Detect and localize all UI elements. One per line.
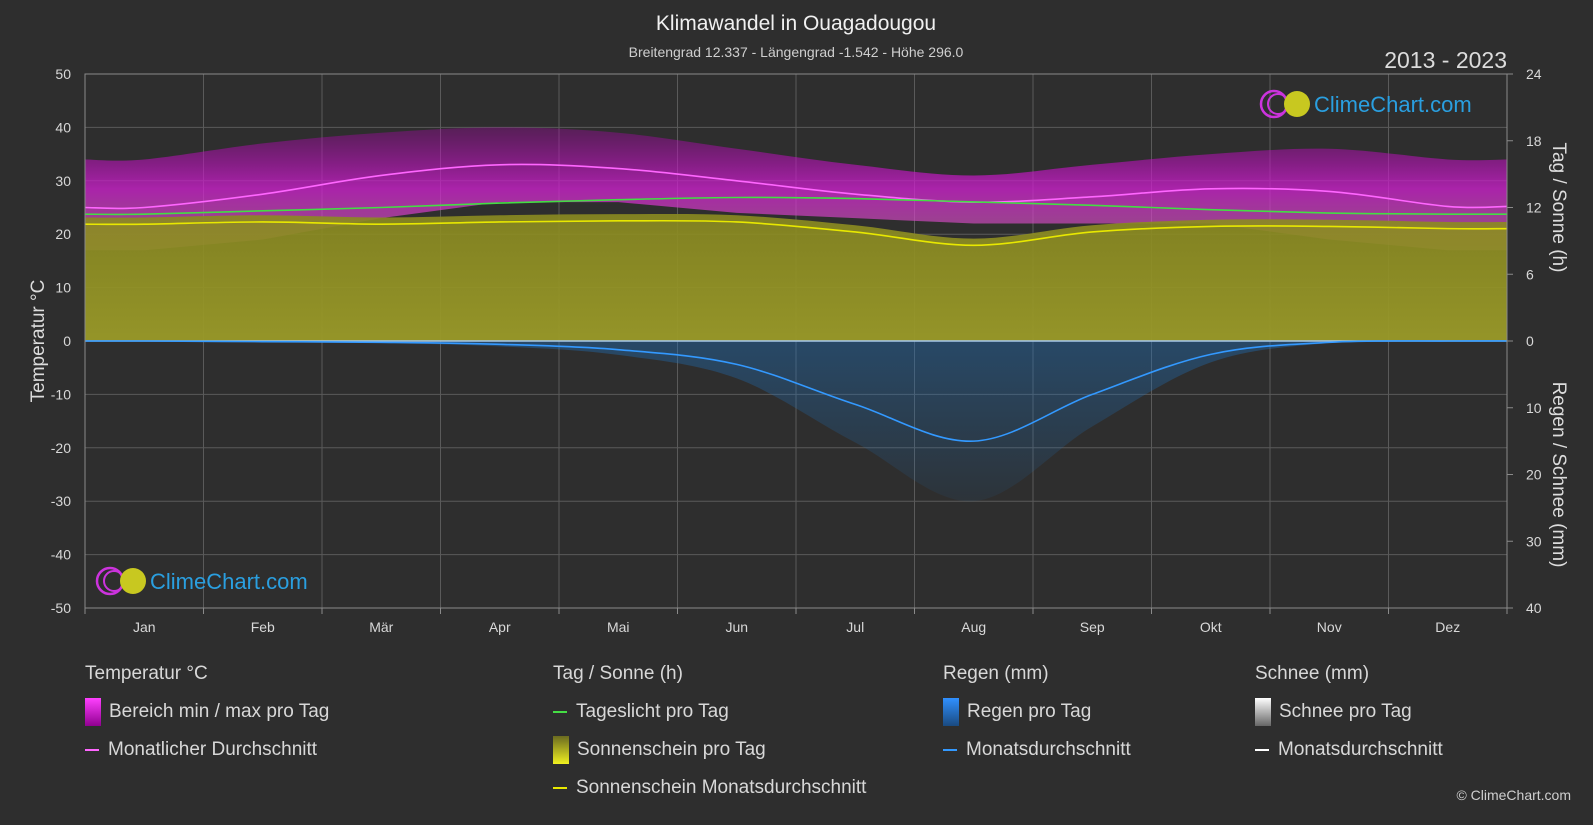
chart-subtitle: Breitengrad 12.337 - Längengrad -1.542 -… (629, 44, 964, 60)
left-tick-label: -10 (51, 386, 71, 402)
month-label: Jun (725, 619, 748, 635)
legend-swatch (553, 711, 567, 713)
left-tick-label: -20 (51, 440, 71, 456)
left-tick-label: 0 (63, 333, 71, 349)
legend-swatch (1255, 698, 1271, 726)
month-label: Mär (369, 619, 393, 635)
legend-group-title: Temperatur °C (85, 663, 208, 684)
copyright: © ClimeChart.com (1456, 787, 1571, 803)
climechart-logo-icon (1259, 89, 1310, 119)
month-label: Aug (961, 619, 986, 635)
legend-item: Sonnenschein pro Tag (553, 736, 866, 764)
sunshine-area (85, 214, 1507, 341)
legend-group-title: Tag / Sonne (h) (553, 663, 683, 684)
climechart-logo-icon (95, 566, 146, 596)
temperature-range-band (85, 127, 1507, 251)
legend-label: Monatsdurchschnitt (966, 739, 1131, 760)
period-label: 2013 - 2023 (1384, 47, 1507, 73)
temperature-average-line (84, 163, 1508, 210)
rain-average-line (84, 340, 1508, 442)
daylight-line (84, 196, 1508, 216)
legend-group-title: Regen (mm) (943, 663, 1049, 684)
right-tick-label: 0 (1526, 333, 1534, 349)
rain-area-fill (85, 340, 1507, 502)
left-tick-label: 50 (55, 66, 71, 82)
month-label: Jan (133, 619, 156, 635)
legend-item: Schnee pro Tag (1255, 698, 1443, 726)
right-tick-label: 18 (1526, 133, 1542, 149)
sunshine-area-fill (85, 214, 1507, 341)
left-tick-label: 30 (55, 173, 71, 189)
right-tick-label: 20 (1526, 467, 1542, 483)
month-label: Jul (846, 619, 864, 635)
watermark-text: ClimeChart.com (150, 569, 308, 594)
sunshine-average-line (84, 219, 1508, 247)
right-tick-label: 40 (1526, 600, 1542, 616)
month-label: Okt (1200, 619, 1222, 635)
axes: 50 40 30 20 10 0 -10 -20 -30 -40 -50 24 18 12 6 0 10 20 30… (28, 66, 1569, 635)
right-tick-label: 30 (1526, 533, 1542, 549)
rain-area (85, 340, 1507, 502)
legend-label: Tageslicht pro Tag (576, 701, 729, 722)
left-tick-label: -30 (51, 493, 71, 509)
month-label: Feb (251, 619, 275, 635)
chart-title: Klimawandel in Ouagadougou (656, 12, 936, 35)
legend-group: Temperatur °C Bereich min / max pro Tag Mo… (85, 663, 329, 775)
legend-item: Monatsdurchschnitt (1255, 737, 1443, 763)
left-tick-label: -40 (51, 547, 71, 563)
watermark-top: ClimeChart.com (1259, 89, 1472, 119)
month-label: Nov (1317, 619, 1342, 635)
legend-item: Monatlicher Durchschnitt (85, 737, 329, 763)
month-label: Sep (1080, 619, 1105, 635)
legend-swatch (85, 698, 101, 726)
month-label: Dez (1435, 619, 1460, 635)
left-tick-label: 20 (55, 226, 71, 242)
legend-item: Monatsdurchschnitt (943, 737, 1131, 763)
right-tick-label: 24 (1526, 66, 1542, 82)
right-top-axis-label: Tag / Sonne (h) (1548, 143, 1569, 273)
month-label: Apr (489, 619, 511, 635)
left-tick-label: -50 (51, 600, 71, 616)
temperature-band (85, 127, 1507, 251)
legend-label: Monatsdurchschnitt (1278, 739, 1443, 760)
legend-swatch (553, 787, 567, 789)
legend-label: Sonnenschein Monatsdurchschnitt (576, 777, 867, 798)
legend-swatch (943, 749, 957, 751)
right-tick-label: 10 (1526, 400, 1542, 416)
legend-item: Bereich min / max pro Tag (85, 698, 330, 726)
legend-item: Sonnenschein Monatsdurchschnitt (553, 775, 866, 801)
legend-swatch (85, 749, 99, 751)
legend-label: Regen pro Tag (967, 701, 1092, 722)
legend-group-title: Schnee (mm) (1255, 663, 1370, 684)
legend-swatch (553, 736, 569, 764)
legend-item: Regen pro Tag (943, 698, 1131, 726)
left-tick-label: 40 (55, 119, 71, 135)
series-lines (84, 163, 1508, 442)
legend-group: Regen (mm) Regen pro Tag Monatsdurchschnit… (943, 663, 1131, 775)
right-tick-label: 12 (1526, 200, 1542, 216)
month-label: Mai (607, 619, 630, 635)
legend-group: Tag / Sonne (h) Tageslicht pro Tag Sonnens… (553, 663, 866, 813)
legend-item: Tageslicht pro Tag (553, 699, 866, 725)
legend-label: Sonnenschein pro Tag (577, 739, 766, 760)
watermark-bottom: ClimeChart.com (95, 566, 308, 596)
legend-label: Bereich min / max pro Tag (109, 701, 330, 722)
legend-label: Monatlicher Durchschnitt (108, 739, 318, 760)
legend-swatch (1255, 749, 1269, 751)
watermark-text: ClimeChart.com (1314, 92, 1472, 117)
legend-group: Schnee (mm) Schnee pro Tag Monatsdurchschn… (1255, 663, 1443, 775)
legend-label: Schnee pro Tag (1279, 701, 1412, 722)
left-tick-label: 10 (55, 280, 71, 296)
legend-swatch (943, 698, 959, 726)
left-axis-label: Temperatur °C (28, 280, 49, 403)
right-tick-label: 6 (1526, 266, 1534, 282)
right-bottom-axis-label: Regen / Schnee (mm) (1548, 382, 1569, 568)
